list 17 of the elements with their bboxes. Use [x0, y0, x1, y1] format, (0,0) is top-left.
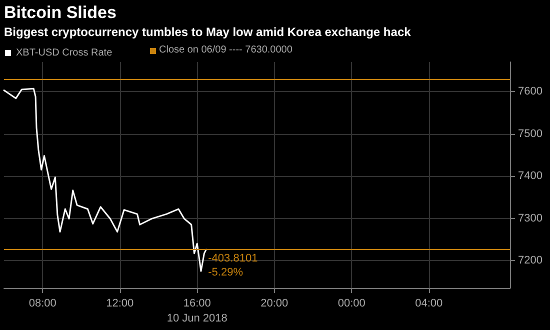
x-tick-label: 08:00 [28, 298, 56, 310]
x-tick-label: 04:00 [415, 298, 443, 310]
x-tick-label: 20:00 [260, 298, 288, 310]
y-tick-label: 7400 [518, 170, 542, 182]
chart-subtitle: Biggest cryptocurrency tumbles to May low amid Korea exchange hack [4, 25, 412, 39]
x-tick-label: 16:00 10 Jun 2018 [166, 298, 228, 324]
y-tick-label: 7600 [518, 86, 542, 98]
x-tick-label: 12:00 [106, 298, 134, 310]
legend-label: XBT-USD Cross Rate [16, 48, 113, 58]
chart-title: Bitcoin Slides [4, 3, 116, 22]
annotation: -403.8101 -5.29% [208, 252, 258, 279]
x-tick-label: 00:00 [338, 298, 366, 310]
y-tick-label: 7500 [518, 128, 542, 140]
legend-label: Close on 06/09 ---- 7630.0000 [159, 44, 293, 56]
line-series [3, 88, 207, 272]
y-tick-label: 7200 [518, 254, 542, 267]
y-tick-label: 7300 [518, 212, 542, 224]
